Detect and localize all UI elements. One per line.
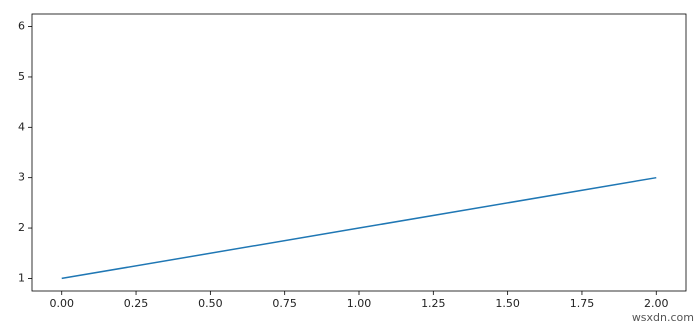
y-tick-label: 2: [18, 221, 25, 234]
x-tick-label: 1.75: [570, 297, 595, 310]
x-tick-label: 0.50: [198, 297, 223, 310]
x-tick-label: 2.00: [644, 297, 669, 310]
x-tick-label: 0.75: [272, 297, 297, 310]
data-line: [61, 176, 657, 280]
y-tick-label: 6: [18, 20, 25, 33]
y-tick-label: 1: [18, 271, 25, 284]
x-tick-label: 1.50: [495, 297, 520, 310]
x-tick-label: 0.25: [124, 297, 149, 310]
x-tick-label: 1.00: [347, 297, 372, 310]
axes-frame: [31, 13, 687, 292]
y-tick-label: 3: [18, 171, 25, 184]
watermark: wsxdn.com: [632, 311, 694, 324]
x-tick-label: 1.25: [421, 297, 446, 310]
y-tick-label: 5: [18, 70, 25, 83]
x-tick-label: 0.00: [49, 297, 74, 310]
y-tick-label: 4: [18, 120, 25, 133]
